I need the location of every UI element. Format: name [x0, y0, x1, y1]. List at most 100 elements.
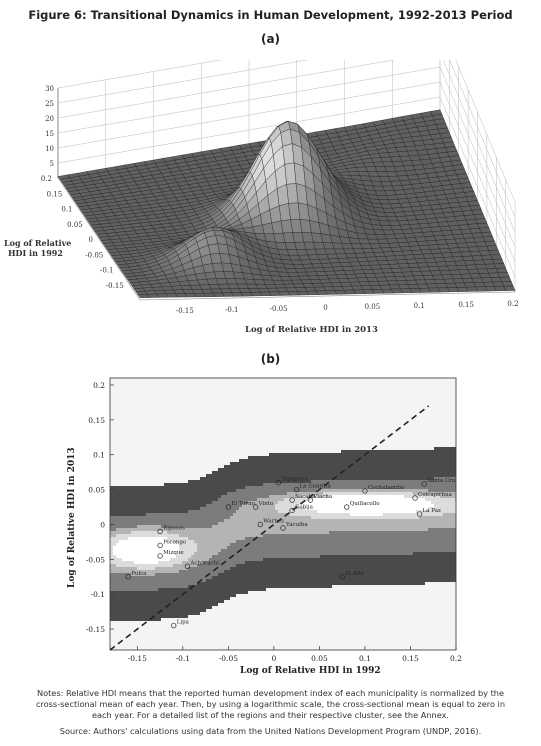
- contour-frame: [109, 377, 457, 651]
- contour-xtick-label: 0.1: [359, 654, 371, 663]
- contour-xtick-label: 0.2: [450, 654, 462, 663]
- municipality-marker: [421, 481, 427, 487]
- municipality-label: Cobija: [295, 505, 314, 511]
- surface-xtick-label: -0.05: [270, 305, 288, 313]
- surface-xtick-label: -0.1: [225, 306, 239, 314]
- surface-facet: [480, 231, 493, 238]
- surface-xtick-label: 0.2: [507, 300, 518, 308]
- municipality-label: Riposos: [163, 525, 185, 531]
- contour-ticks: -0.15 -0.1 -0.05 0 0.05 0.1 0.15 0.2 0.2 0.15 0.1 0…: [86, 381, 462, 663]
- surface-facet: [484, 240, 497, 247]
- surface-facet: [494, 263, 506, 269]
- surface-ytick-label: 0: [89, 236, 93, 244]
- surface-ticks: 30 25 20 15 10 5 0.2 0.15 0.1 0.05 0 -0.05 -0.1 -0.15…: [41, 85, 519, 315]
- municipality-label: Porongo: [163, 539, 187, 545]
- contour-xtick-label: 0: [272, 654, 277, 663]
- surface-facet: [486, 245, 499, 251]
- figure-title: Figure 6: Transitional Dynamics in Human…: [28, 8, 513, 22]
- panel-a-label: (a): [260, 32, 281, 46]
- municipality-label: La Guardia: [300, 484, 332, 490]
- surface-facet: [475, 241, 488, 247]
- surface-facet: [475, 218, 488, 224]
- municipality-marker: [275, 479, 282, 486]
- contour-plot: -0.15 -0.1 -0.05 0 0.05 0.1 0.15 0.2 0.2 0.15 0.1 0…: [67, 377, 462, 676]
- surface-facet: [497, 272, 510, 278]
- surface-xtick-label: -0.15: [176, 307, 194, 315]
- municipality-marker: [157, 528, 163, 535]
- contour-level-5: [113, 495, 434, 564]
- municipality-label: Achacachi: [189, 560, 219, 566]
- contour-ytick-label: -0.1: [91, 590, 105, 599]
- surface-xtick-label: 0.1: [414, 302, 425, 310]
- surface-xtick-label: 0: [323, 304, 327, 312]
- surface-facet: [492, 258, 505, 265]
- contour-ytick-label: -0.15: [86, 625, 105, 634]
- surface-facet: [479, 227, 491, 233]
- surface-ytick-label: -0.05: [85, 251, 103, 259]
- municipality-label: Colcapirhua: [418, 492, 453, 498]
- municipality-marker: [257, 521, 263, 528]
- contour-ytick-label: 0: [100, 520, 105, 529]
- surface-facet: [495, 267, 508, 273]
- municipality-label: Vinto: [258, 501, 274, 507]
- panel-b-label: (b): [260, 352, 281, 366]
- municipality-marker: [253, 504, 259, 510]
- municipality-label: Yacuiba: [285, 522, 308, 528]
- contour-xtick-label: -0.15: [128, 654, 147, 663]
- surface-facet: [462, 233, 474, 239]
- municipality-label: La Paz: [423, 508, 441, 514]
- municipality-label: El Torno: [231, 501, 255, 507]
- contour-ytick-label: 0.1: [93, 451, 105, 460]
- back-wall-gridline: [57, 60, 222, 89]
- municipality-marker: [289, 507, 295, 514]
- municipality-label: Mizque: [163, 550, 184, 556]
- municipality-marker: [416, 511, 423, 517]
- municipality-marker: [171, 622, 177, 629]
- municipality-label: Viacha: [312, 494, 333, 500]
- contour-ytick-label: 0.05: [88, 486, 105, 495]
- municipality-marker: [289, 497, 295, 503]
- municipality-label: El Alto: [345, 571, 364, 577]
- surface-ztick-label: 25: [45, 100, 54, 108]
- surface-ztick-label: 5: [50, 160, 54, 168]
- surface-ztick-label: 10: [45, 145, 54, 153]
- surface-facet: [499, 276, 512, 282]
- surface-ztick-label: 20: [45, 115, 54, 123]
- contour-ylabel: Log of Relative HDI in 2013: [67, 447, 77, 588]
- surface-ylabel-line2: HDI in 1992: [8, 248, 63, 258]
- municipality-marker: [412, 495, 418, 501]
- surface-facet: [443, 256, 456, 262]
- municipality-marker: [294, 486, 300, 493]
- municipality-label: Lipa: [177, 620, 190, 626]
- contour-xtick-label: 0.05: [311, 654, 328, 663]
- contour-ytick-label: 0.15: [88, 416, 105, 425]
- municipality-marker: [339, 574, 345, 580]
- municipality-label: Cochabamba: [368, 485, 405, 491]
- diagonal-line: [110, 405, 430, 650]
- municipality-marker: [157, 553, 163, 559]
- municipality-label: Pulca: [131, 571, 147, 577]
- surface-xtick-label: 0.15: [458, 301, 474, 309]
- municipality-label: Santa Cruz: [427, 478, 458, 484]
- surface-xtick-label: 0.05: [365, 303, 381, 311]
- contour-xtick-label: -0.1: [176, 654, 190, 663]
- municipality-marker: [184, 563, 191, 569]
- surface-ztick-label: 30: [45, 85, 54, 93]
- municipality-marker: [362, 488, 368, 494]
- municipality-marker: [307, 497, 313, 503]
- surface-facet: [448, 225, 461, 231]
- surface-mesh: [57, 109, 516, 298]
- surface-facet: [403, 141, 416, 147]
- contour-fill: [110, 378, 456, 650]
- surface-ylabel: Log of Relative HDI in 1992: [4, 238, 74, 258]
- surface-ytick-label: 0.2: [41, 175, 52, 183]
- surface-ytick-label: 0.05: [67, 221, 83, 229]
- surface-facet: [482, 236, 495, 242]
- contour-ytick-label: -0.05: [86, 555, 105, 564]
- municipality-marker: [225, 504, 232, 510]
- surface-facet: [501, 281, 514, 287]
- surface-ytick-label: 0.15: [47, 190, 63, 198]
- surface-facet: [477, 222, 490, 229]
- municipality-label: Quillacollo: [350, 501, 381, 507]
